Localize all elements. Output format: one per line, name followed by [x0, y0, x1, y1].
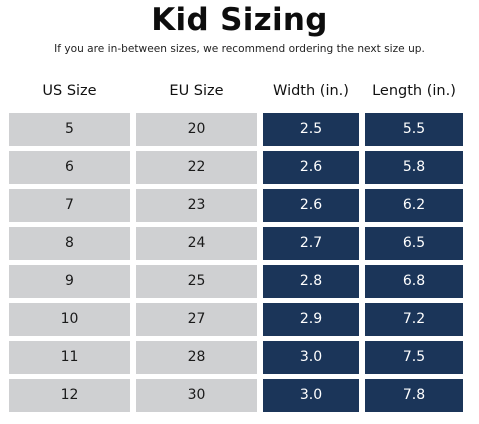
table-row: 10 27 2.9 7.2	[0, 303, 479, 336]
eu-size-cell: 24	[136, 227, 257, 260]
table-row: 7 23 2.6 6.2	[0, 189, 479, 222]
table-row: 8 24 2.7 6.5	[0, 227, 479, 260]
column-header-width: Width (in.)	[273, 83, 349, 99]
column-header-length: Length (in.)	[372, 83, 456, 99]
width-cell: 2.8	[263, 265, 359, 298]
length-cell: 6.5	[365, 227, 463, 260]
column-header-eu-size: EU Size	[169, 83, 224, 99]
width-cell: 2.9	[263, 303, 359, 336]
length-cell: 7.2	[365, 303, 463, 336]
us-size-cell: 11	[9, 341, 130, 374]
us-size-cell: 9	[9, 265, 130, 298]
us-size-cell: 7	[9, 189, 130, 222]
table-row: 9 25 2.8 6.8	[0, 265, 479, 298]
table-row: 12 30 3.0 7.8	[0, 379, 479, 412]
us-size-cell: 10	[9, 303, 130, 336]
us-size-cell: 6	[9, 151, 130, 184]
column-header-us-size: US Size	[42, 83, 97, 99]
width-cell: 3.0	[263, 379, 359, 412]
eu-size-cell: 20	[136, 113, 257, 146]
page-title: Kid Sizing	[151, 2, 328, 38]
us-size-cell: 12	[9, 379, 130, 412]
length-cell: 5.8	[365, 151, 463, 184]
width-cell: 3.0	[263, 341, 359, 374]
eu-size-cell: 30	[136, 379, 257, 412]
table-row: 6 22 2.6 5.8	[0, 151, 479, 184]
eu-size-cell: 23	[136, 189, 257, 222]
width-cell: 2.5	[263, 113, 359, 146]
eu-size-cell: 27	[136, 303, 257, 336]
eu-size-cell: 25	[136, 265, 257, 298]
width-cell: 2.6	[263, 151, 359, 184]
eu-size-cell: 28	[136, 341, 257, 374]
length-cell: 6.8	[365, 265, 463, 298]
length-cell: 5.5	[365, 113, 463, 146]
us-size-cell: 8	[9, 227, 130, 260]
table-row: 11 28 3.0 7.5	[0, 341, 479, 374]
us-size-cell: 5	[9, 113, 130, 146]
width-cell: 2.7	[263, 227, 359, 260]
width-cell: 2.6	[263, 189, 359, 222]
length-cell: 7.8	[365, 379, 463, 412]
length-cell: 7.5	[365, 341, 463, 374]
length-cell: 6.2	[365, 189, 463, 222]
eu-size-cell: 22	[136, 151, 257, 184]
table-row: 5 20 2.5 5.5	[0, 113, 479, 146]
sizing-note: If you are in-between sizes, we recommen…	[54, 43, 425, 55]
